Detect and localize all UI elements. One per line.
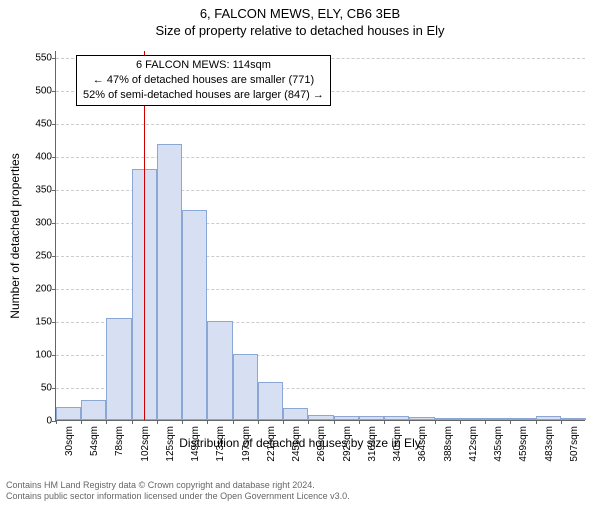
xtick-label: 388sqm [443, 426, 454, 466]
annotation-line-2: ← 47% of detached houses are smaller (77… [83, 73, 324, 88]
xtick-label: 364sqm [417, 426, 428, 466]
xtick-mark [384, 420, 385, 424]
histogram-bar [435, 418, 460, 420]
ytick-label: 450 [35, 118, 56, 129]
xtick-label: 221sqm [266, 426, 277, 466]
chart-container: { "titles": { "address": "6, FALCON MEWS… [0, 6, 600, 506]
histogram-bar [359, 416, 384, 420]
xtick-label: 483sqm [544, 426, 555, 466]
xtick-mark [409, 420, 410, 424]
footer-text: Contains HM Land Registry data © Crown c… [6, 480, 350, 503]
xtick-mark [132, 420, 133, 424]
ytick-label: 300 [35, 217, 56, 228]
histogram-bar [334, 416, 359, 420]
histogram-bar [233, 354, 258, 420]
histogram-bar [485, 418, 510, 420]
xtick-mark [106, 420, 107, 424]
histogram-bar [384, 416, 409, 420]
histogram-bar [258, 382, 283, 420]
xtick-label: 197sqm [241, 426, 252, 466]
ytick-label: 250 [35, 250, 56, 261]
annotation-line-1: 6 FALCON MEWS: 114sqm [83, 58, 324, 73]
xtick-mark [510, 420, 511, 424]
xtick-label: 30sqm [64, 426, 75, 466]
xtick-mark [536, 420, 537, 424]
xtick-label: 507sqm [569, 426, 580, 466]
xtick-label: 292sqm [342, 426, 353, 466]
xtick-label: 316sqm [367, 426, 378, 466]
histogram-bar [460, 418, 485, 420]
annotation-box: 6 FALCON MEWS: 114sqm← 47% of detached h… [76, 55, 331, 106]
xtick-mark [460, 420, 461, 424]
xtick-mark [308, 420, 309, 424]
page-title: 6, FALCON MEWS, ELY, CB6 3EB [0, 6, 600, 21]
xtick-label: 78sqm [114, 426, 125, 466]
histogram-bar [283, 408, 308, 420]
title-block: 6, FALCON MEWS, ELY, CB6 3EB Size of pro… [0, 6, 600, 38]
ytick-label: 150 [35, 316, 56, 327]
gridline-h [56, 124, 585, 125]
histogram-bar [510, 418, 535, 420]
xtick-label: 435sqm [493, 426, 504, 466]
histogram-bar [56, 407, 81, 420]
ytick-label: 50 [41, 382, 56, 393]
ytick-label: 100 [35, 349, 56, 360]
xtick-mark [56, 420, 57, 424]
histogram-bar [561, 418, 586, 420]
xtick-mark [485, 420, 486, 424]
xtick-label: 173sqm [215, 426, 226, 466]
histogram-bar [409, 417, 434, 420]
ytick-label: 200 [35, 283, 56, 294]
xtick-mark [207, 420, 208, 424]
plot-region: 05010015020025030035040045050055030sqm54… [55, 51, 585, 421]
xtick-mark [283, 420, 284, 424]
xtick-mark [81, 420, 82, 424]
histogram-bar [106, 318, 131, 420]
xtick-label: 125sqm [165, 426, 176, 466]
xtick-label: 340sqm [392, 426, 403, 466]
xtick-mark [435, 420, 436, 424]
xtick-mark [334, 420, 335, 424]
histogram-bar [536, 416, 561, 420]
ytick-label: 0 [46, 416, 56, 427]
xtick-label: 149sqm [190, 426, 201, 466]
xtick-label: 269sqm [316, 426, 327, 466]
histogram-bar [207, 321, 232, 420]
xtick-label: 459sqm [518, 426, 529, 466]
reference-line [144, 51, 145, 420]
xtick-mark [258, 420, 259, 424]
xtick-label: 245sqm [291, 426, 302, 466]
histogram-bar [182, 210, 207, 420]
xtick-label: 102sqm [140, 426, 151, 466]
ytick-label: 550 [35, 52, 56, 63]
xtick-label: 412sqm [468, 426, 479, 466]
histogram-bar [157, 144, 182, 420]
histogram-bar [81, 400, 106, 420]
ytick-label: 500 [35, 85, 56, 96]
xtick-mark [359, 420, 360, 424]
xtick-mark [157, 420, 158, 424]
xtick-mark [561, 420, 562, 424]
ytick-label: 400 [35, 151, 56, 162]
gridline-h [56, 157, 585, 158]
footer-line-2: Contains public sector information licen… [6, 491, 350, 502]
page-subtitle: Size of property relative to detached ho… [0, 23, 600, 38]
annotation-line-3: 52% of semi-detached houses are larger (… [83, 88, 324, 103]
y-axis-label: Number of detached properties [8, 153, 22, 318]
ytick-label: 350 [35, 184, 56, 195]
xtick-label: 54sqm [89, 426, 100, 466]
xtick-mark [233, 420, 234, 424]
footer-line-1: Contains HM Land Registry data © Crown c… [6, 480, 350, 491]
histogram-bar [308, 415, 333, 420]
xtick-mark [182, 420, 183, 424]
